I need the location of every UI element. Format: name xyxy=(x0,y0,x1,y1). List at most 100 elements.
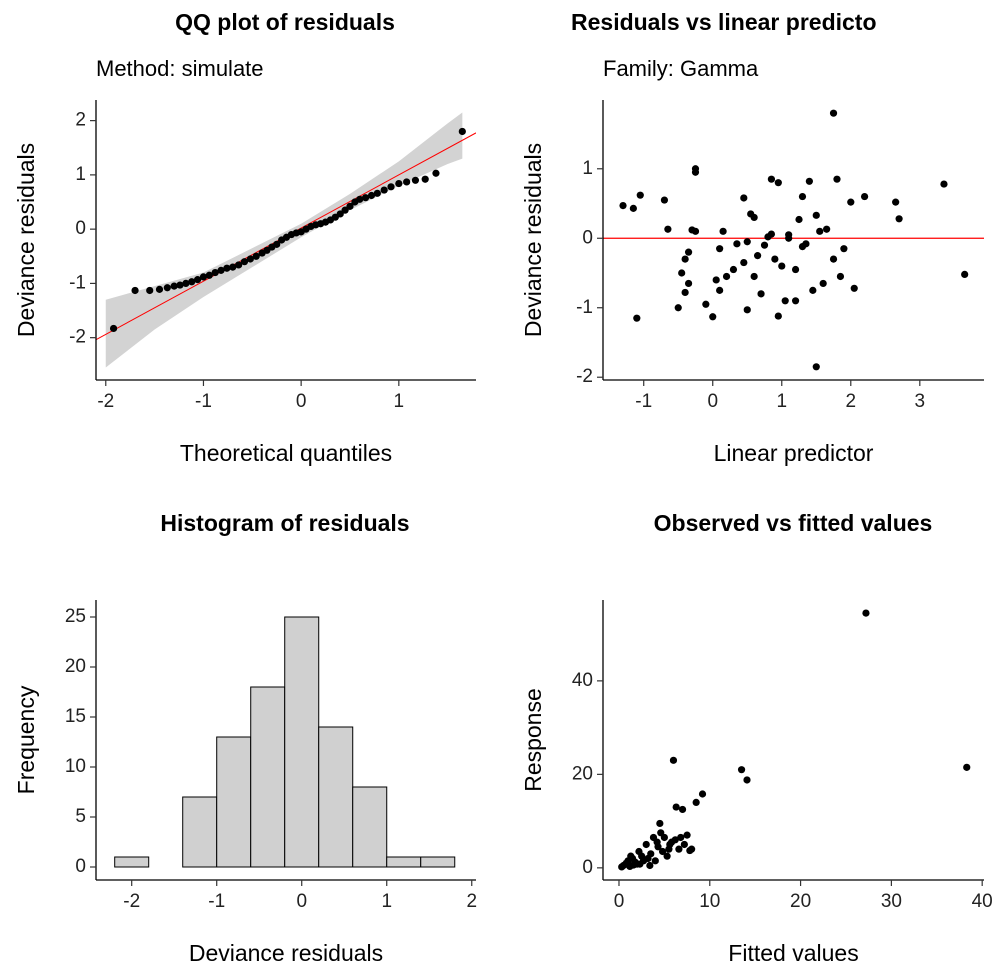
point xyxy=(816,227,824,235)
point xyxy=(211,268,219,277)
point xyxy=(681,288,689,297)
point xyxy=(892,198,900,206)
x-tick-label: 40 xyxy=(972,891,993,912)
y-tick-label: -1 xyxy=(576,297,593,318)
y-axis-label: Deviance residuals xyxy=(13,143,39,337)
point xyxy=(660,833,668,842)
point xyxy=(683,831,691,839)
point xyxy=(654,843,662,851)
point xyxy=(636,860,644,868)
bar xyxy=(250,686,286,868)
point xyxy=(674,304,682,312)
point xyxy=(860,192,869,201)
bar xyxy=(352,786,388,868)
y-tick-label: 0 xyxy=(75,856,86,877)
point xyxy=(362,194,370,202)
x-axis-label: Fitted values xyxy=(728,940,858,966)
y-axis-label: Response xyxy=(520,688,546,792)
point xyxy=(802,240,810,248)
point xyxy=(341,206,349,214)
x-tick-label: 1 xyxy=(776,391,787,412)
point xyxy=(684,248,693,256)
point xyxy=(785,231,793,239)
point xyxy=(798,192,807,201)
point xyxy=(182,279,190,288)
x-tick-label: 10 xyxy=(699,891,720,912)
x-tick-label: -1 xyxy=(195,391,212,412)
x-tick-label: -1 xyxy=(208,891,225,912)
point xyxy=(155,285,164,293)
point xyxy=(356,195,364,203)
point xyxy=(252,252,260,260)
point xyxy=(642,840,650,849)
point xyxy=(812,211,820,219)
point xyxy=(235,261,243,269)
y-tick-label: 2 xyxy=(75,110,86,131)
point xyxy=(217,266,225,274)
panel-title: Residuals vs linear predicto xyxy=(571,9,877,35)
point xyxy=(618,863,626,871)
point xyxy=(403,178,411,186)
x-tick-label: 0 xyxy=(296,891,307,912)
point xyxy=(246,255,254,263)
point xyxy=(733,240,741,248)
point xyxy=(672,803,680,811)
point xyxy=(716,286,724,294)
panel-subtitle: Family: Gamma xyxy=(603,56,759,81)
panel xyxy=(603,109,984,371)
point xyxy=(823,225,831,233)
point xyxy=(692,798,700,807)
y-tick-label: 20 xyxy=(65,656,86,677)
point xyxy=(729,265,738,274)
panel xyxy=(96,112,476,368)
point xyxy=(809,286,817,294)
y-tick-label: -1 xyxy=(69,272,86,293)
point xyxy=(627,852,635,860)
point xyxy=(740,194,748,202)
point xyxy=(833,175,841,183)
x-tick-label: -2 xyxy=(97,391,114,412)
y-tick-label: 25 xyxy=(65,606,86,627)
point xyxy=(677,833,685,842)
point xyxy=(781,297,789,305)
point xyxy=(691,227,700,235)
point xyxy=(421,175,429,183)
point xyxy=(778,262,786,270)
point xyxy=(205,271,213,279)
x-tick-label: -1 xyxy=(635,391,652,412)
point xyxy=(862,609,870,617)
point xyxy=(795,215,803,224)
point xyxy=(367,191,376,200)
point xyxy=(767,230,776,238)
x-tick-label: 2 xyxy=(845,391,856,412)
point xyxy=(678,805,687,814)
x-axis-label: Linear predictor xyxy=(714,440,874,466)
point xyxy=(737,766,746,774)
panel-title: Observed vs fitted values xyxy=(654,510,933,536)
x-tick-label: 3 xyxy=(915,391,926,412)
point xyxy=(836,272,845,281)
point xyxy=(940,180,948,188)
point xyxy=(754,252,762,260)
panel xyxy=(114,616,456,868)
point xyxy=(774,312,782,320)
point xyxy=(229,263,237,271)
point xyxy=(675,845,683,853)
point xyxy=(373,189,381,197)
x-tick-label: 0 xyxy=(707,391,718,412)
y-tick-label: 0 xyxy=(582,857,593,878)
point xyxy=(791,297,800,305)
x-tick-label: 1 xyxy=(381,891,392,912)
point xyxy=(131,286,139,295)
bar xyxy=(420,856,456,868)
x-tick-label: 1 xyxy=(394,391,405,412)
point xyxy=(771,255,779,263)
point xyxy=(678,269,686,277)
bar xyxy=(386,856,422,868)
point xyxy=(188,278,196,286)
point xyxy=(791,265,800,274)
x-tick-label: 2 xyxy=(466,891,477,912)
y-axis-label: Deviance residuals xyxy=(520,143,546,337)
x-tick-label: -2 xyxy=(123,891,140,912)
